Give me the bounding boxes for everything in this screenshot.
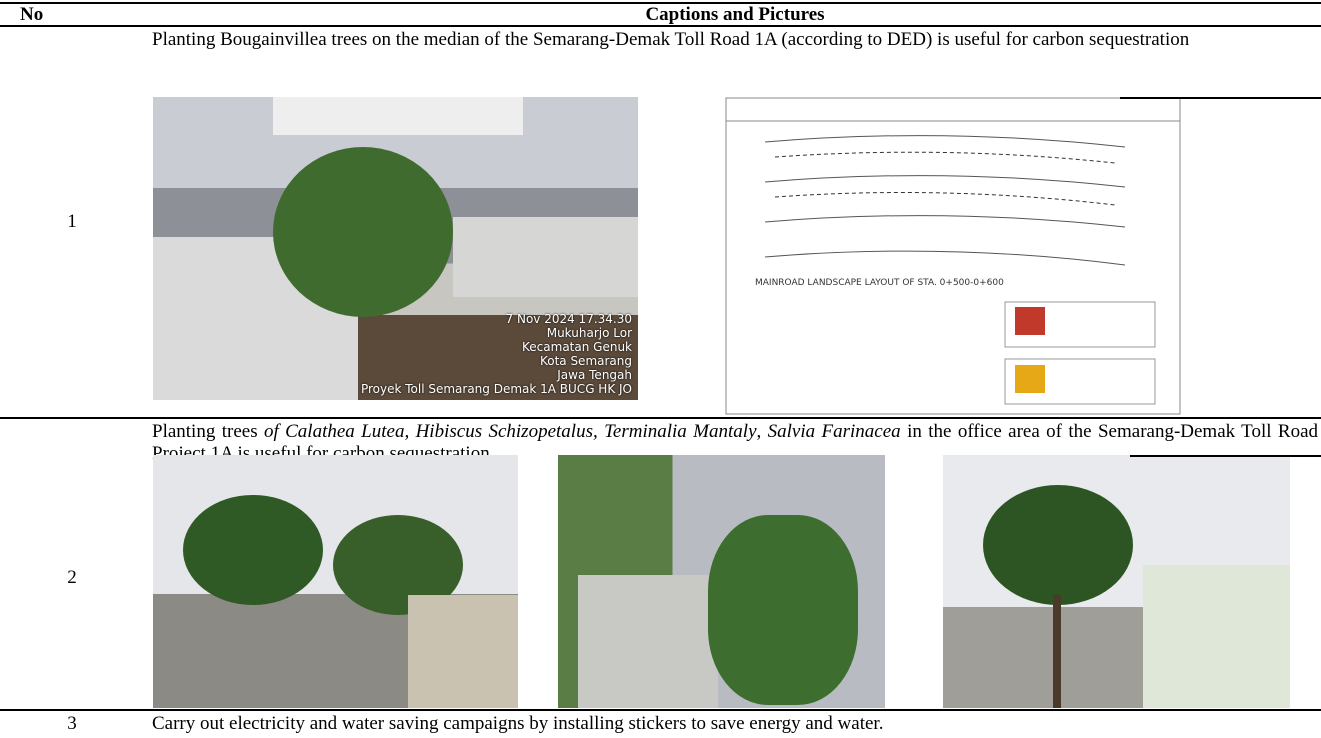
stamp-line: Jawa Tengah (557, 368, 632, 382)
drawing-title: MAINROAD LANDSCAPE LAYOUT OF STA. 0+500-… (755, 278, 1004, 288)
stamp-line: Mukuharjo Lor (546, 326, 632, 340)
caption-text: Carry out electricity and water saving c… (152, 713, 884, 734)
photo-barrier (453, 217, 638, 297)
rule (0, 2, 1321, 4)
stamp-line: Kota Semarang (539, 354, 632, 368)
photo-tree (983, 485, 1133, 605)
header-no: No (20, 4, 44, 25)
photo-building (408, 595, 518, 708)
caption-text: Planting Bougainvillea trees on the medi… (152, 29, 1190, 50)
row-number: 3 (67, 713, 77, 734)
caption-text: , (756, 421, 768, 442)
stamp-line: 7 Nov 2024 17.34.30 (505, 312, 632, 326)
rule (0, 709, 1321, 711)
stamp-line: Proyek Toll Semarang Demak 1A BUCG HK JO (360, 382, 632, 396)
drawing: MAINROAD LANDSCAPE LAYOUT OF STA. 0+500-… (725, 97, 1181, 415)
photo (943, 455, 1290, 708)
photo-path (578, 575, 718, 708)
photo: 7 Nov 2024 17.34.30 Mukuharjo Lor Kecama… (153, 97, 638, 400)
rule (1120, 97, 1321, 99)
caption-italic: of Calathea Lutea, Hibiscus Schizopetalu… (263, 421, 757, 442)
photo-trunk (1053, 595, 1061, 708)
caption-text: Planting trees (152, 421, 264, 442)
rule (1130, 455, 1321, 457)
photo-plants (708, 515, 858, 705)
photo-logo-banner (273, 97, 523, 135)
photo-stamp: 7 Nov 2024 17.34.30 Mukuharjo Lor Kecama… (361, 312, 632, 396)
photo-tree (183, 495, 323, 605)
rule (0, 417, 1321, 419)
caption: Planting Bougainvillea trees on the medi… (152, 29, 1318, 51)
photo-building (1143, 565, 1290, 708)
photo (153, 455, 518, 708)
header-captions: Captions and Pictures (645, 4, 825, 25)
rule (0, 25, 1321, 27)
photo-bush (273, 147, 453, 317)
caption: Carry out electricity and water saving c… (152, 713, 1318, 735)
row-number: 1 (67, 211, 77, 232)
caption-italic: Salvia Farinacea (767, 421, 901, 442)
caption: Planting trees of Calathea Lutea, Hibisc… (152, 421, 1318, 465)
photo (558, 455, 885, 708)
row-number: 2 (67, 567, 77, 588)
stamp-line: Kecamatan Genuk (522, 340, 632, 354)
